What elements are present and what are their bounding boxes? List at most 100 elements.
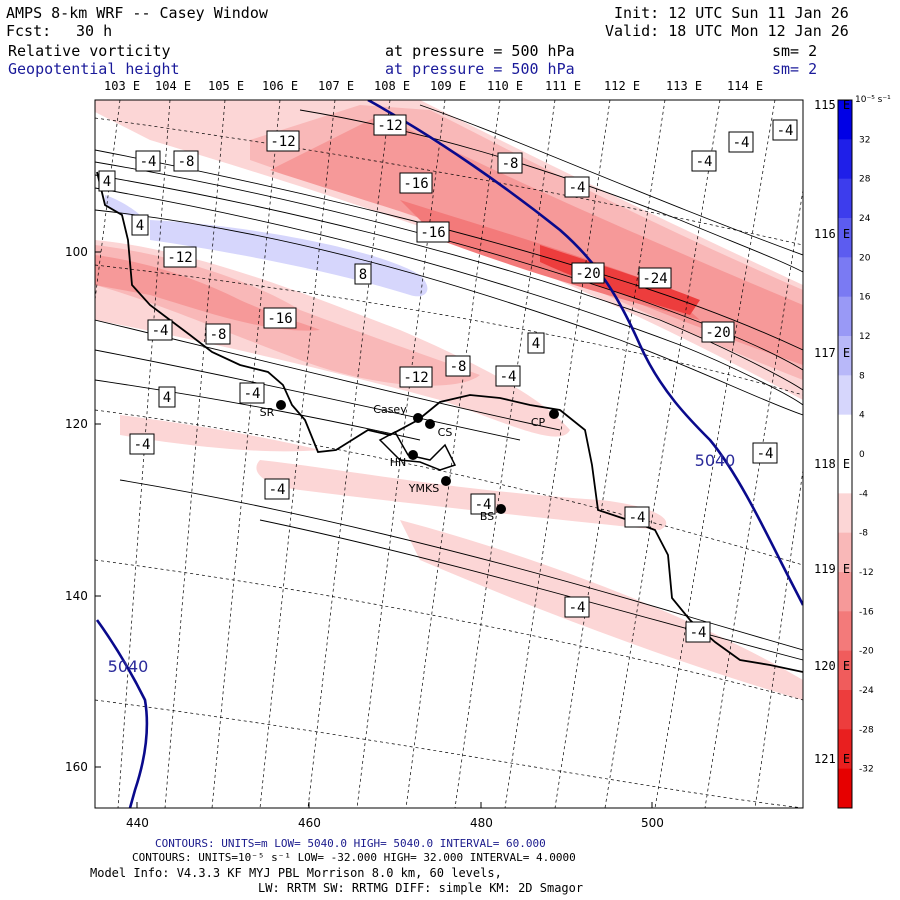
svg-text:CP: CP xyxy=(531,416,546,429)
vorticity-label: -4 xyxy=(470,493,496,515)
svg-text:-4: -4 xyxy=(269,482,286,498)
svg-text:-8: -8 xyxy=(210,327,227,343)
y-tick-label: 120 xyxy=(65,417,88,431)
svg-text:-4: -4 xyxy=(569,600,586,616)
vorticity-label: -4 xyxy=(564,176,590,198)
vorticity-label: -24 xyxy=(638,267,672,289)
lon-label: 105 E xyxy=(208,79,245,93)
x-tick-label: 500 xyxy=(641,816,664,830)
lon-label: 104 E xyxy=(155,79,192,93)
height-label: 5040 xyxy=(695,451,736,470)
colorbar-label: -20 xyxy=(859,647,874,657)
vorticity-label: -8 xyxy=(173,150,199,172)
vorticity-label: -4 xyxy=(564,596,590,618)
svg-text:SR: SR xyxy=(260,406,275,419)
meridian xyxy=(504,100,611,808)
parallel xyxy=(95,559,803,701)
vorticity-label: -12 xyxy=(399,366,433,388)
colorbar-swatch xyxy=(838,690,852,730)
meridian xyxy=(307,100,391,808)
island xyxy=(378,430,457,471)
svg-text:-4: -4 xyxy=(696,154,713,170)
meridian xyxy=(164,100,226,808)
meridian xyxy=(405,100,501,808)
contour-line xyxy=(95,161,803,371)
lon-label: 111 E xyxy=(545,79,582,93)
meridian xyxy=(704,189,803,808)
vorticity-band-s3 xyxy=(120,415,320,452)
contour-line xyxy=(95,149,803,351)
colorbar-label: 20 xyxy=(859,253,871,263)
lon-label: 103 E xyxy=(104,79,141,93)
colorbar-swatch xyxy=(838,139,852,180)
field1-level: at pressure = 500 hPa xyxy=(385,42,575,60)
plot-frame xyxy=(94,99,804,809)
colorbar-unit: 10⁻⁵ s⁻¹ xyxy=(855,95,891,105)
svg-text:4: 4 xyxy=(532,336,540,352)
svg-text:-12: -12 xyxy=(403,370,428,386)
x-tick-label: 440 xyxy=(126,816,149,830)
svg-text:-12: -12 xyxy=(270,134,295,150)
vorticity-label: -4 xyxy=(772,119,798,141)
init-time: Init: 12 UTC Sun 11 Jan 26 xyxy=(614,4,849,22)
colorbar-swatch xyxy=(838,572,852,612)
station-ymks: YMKS xyxy=(408,476,451,495)
svg-text:-4: -4 xyxy=(152,323,169,339)
parallel xyxy=(95,117,803,246)
colorbar-label: 4 xyxy=(859,411,865,421)
svg-text:-8: -8 xyxy=(178,154,195,170)
lon-label: 108 E xyxy=(374,79,411,93)
colorbar-label: 16 xyxy=(859,293,871,303)
forecast-label: Fcst: xyxy=(6,22,52,40)
svg-text:4: 4 xyxy=(163,390,171,406)
colorbar-label: 0 xyxy=(859,450,865,460)
lon-label: 109 E xyxy=(430,79,467,93)
svg-text:-4: -4 xyxy=(244,386,261,402)
colorbar-swatch xyxy=(838,178,852,219)
chart-title: AMPS 8-km WRF -- Casey Window xyxy=(6,4,268,22)
colorbar-swatch xyxy=(838,650,852,691)
svg-text:HN: HN xyxy=(390,456,407,469)
svg-text:4: 4 xyxy=(136,218,144,234)
height-label: 5040 xyxy=(108,657,149,676)
lon-label: 106 E xyxy=(262,79,299,93)
vorticity-label: -8 xyxy=(205,323,231,345)
lat-label: 120 E xyxy=(814,659,851,673)
y-tick-label: 140 xyxy=(65,589,88,603)
lat-label: 119 E xyxy=(814,562,851,576)
vorticity-label: -4 xyxy=(752,442,778,464)
lat-label: 121 E xyxy=(814,752,851,766)
lat-label: 117 E xyxy=(814,346,851,360)
colorbar-swatch xyxy=(838,532,852,573)
x-tick-label: 460 xyxy=(298,816,321,830)
vorticity-contours xyxy=(95,104,803,661)
vorticity-label: -4 xyxy=(264,478,290,500)
svg-text:-24: -24 xyxy=(642,271,667,287)
vorticity-label: -16 xyxy=(416,221,450,243)
colorbar-label: -12 xyxy=(859,568,874,578)
meridian xyxy=(754,469,803,808)
vorticity-label: -20 xyxy=(571,262,605,284)
vorticity-label: 4 xyxy=(527,332,545,354)
colorbar-swatch xyxy=(838,100,852,140)
svg-text:4: 4 xyxy=(103,174,111,190)
vorticity-label: 4 xyxy=(98,170,116,192)
colorbar-swatch xyxy=(838,375,852,416)
vorticity-label: 4 xyxy=(158,386,176,408)
meridian xyxy=(454,100,556,808)
vorticity-label: -4 xyxy=(239,382,265,404)
height-contour-5040-ne xyxy=(367,100,803,606)
colorbar-label: 24 xyxy=(859,214,871,224)
colorbar-label: -8 xyxy=(859,529,868,539)
lat-label: 115 E xyxy=(814,98,851,112)
vorticity-label: -16 xyxy=(399,172,433,194)
vorticity-label: -4 xyxy=(685,621,711,643)
svg-text:-20: -20 xyxy=(705,325,730,341)
colorbar-swatch xyxy=(838,768,852,809)
x-tick-label: 480 xyxy=(470,816,493,830)
svg-text:Casey: Casey xyxy=(373,403,407,416)
colorbar-label: -4 xyxy=(859,489,868,499)
meridian xyxy=(211,100,281,808)
